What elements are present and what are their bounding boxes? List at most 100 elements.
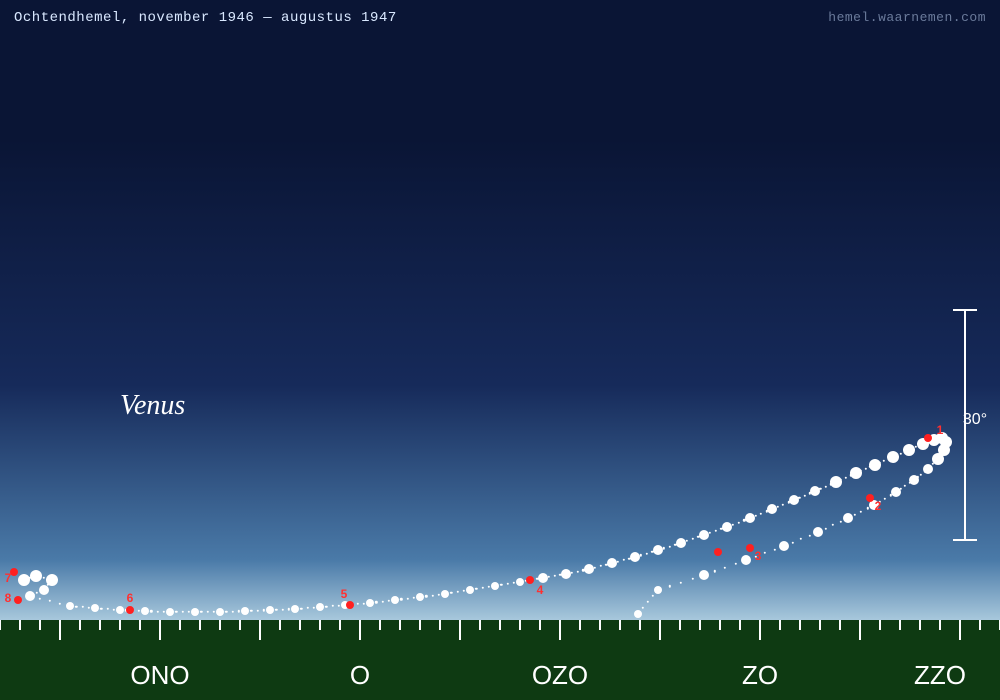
compass-tick-major [359,620,361,640]
track-point [699,530,709,540]
compass-tick-minor [139,620,141,630]
compass-tick-major [859,620,861,640]
month-marker-dot [346,601,354,609]
compass-tick-minor [239,620,241,630]
compass-tick-minor [319,620,321,630]
compass-tick-minor [939,620,941,630]
month-marker-label: 2 [875,499,882,513]
month-marker-dot [714,548,722,556]
compass-tick-major [259,620,261,640]
track-point [391,596,399,604]
compass-tick-minor [599,620,601,630]
compass-tick-minor [619,620,621,630]
track-point [810,486,820,496]
compass-tick-major [659,620,661,640]
month-marker-label: 1 [937,423,944,437]
track-point [241,607,249,615]
compass-tick-minor [179,620,181,630]
compass-tick-minor [919,620,921,630]
track-point [741,555,751,565]
compass-tick-minor [119,620,121,630]
compass-tick-minor [399,620,401,630]
track-point [366,599,374,607]
track-point [584,564,594,574]
compass-direction: O [350,660,370,691]
track-point [191,608,199,616]
planet-label-venus: Venus [120,390,185,422]
compass-tick-minor [899,620,901,630]
track-point [830,476,842,488]
compass-direction: OZO [532,660,588,691]
track-point [166,608,174,616]
track-point [745,513,755,523]
compass-tick-minor [679,620,681,630]
compass-tick-minor [99,620,101,630]
track-point [46,574,58,586]
compass-tick-minor [0,620,1,630]
compass-tick-minor [299,620,301,630]
compass-tick-major [159,620,161,640]
compass-tick-minor [719,620,721,630]
compass-tick-minor [819,620,821,630]
month-marker-dot [14,596,22,604]
compass-direction: ZZO [914,660,966,691]
track-point [91,604,99,612]
month-marker-label: 3 [755,549,762,563]
compass-tick-minor [439,620,441,630]
track-point [516,578,524,586]
sky-background [0,0,1000,700]
track-point [654,586,662,594]
track-point [843,513,853,523]
track-point [416,593,424,601]
compass-tick-minor [279,620,281,630]
compass-tick-minor [639,620,641,630]
track-point [266,606,274,614]
track-point [850,467,862,479]
compass-tick-minor [219,620,221,630]
compass-tick-major [759,620,761,640]
compass-direction: ZO [742,660,778,691]
scale-label: 30° [963,411,987,429]
track-point [18,574,30,586]
month-marker-label: 5 [341,587,348,601]
track-point [216,608,224,616]
track-point [630,552,640,562]
compass-tick-minor [419,620,421,630]
month-marker-label: 4 [537,583,544,597]
compass-tick-minor [839,620,841,630]
track-point [141,607,149,615]
track-point [676,538,686,548]
track-point [767,504,777,514]
month-marker-label: 8 [5,591,12,605]
track-point [30,570,42,582]
compass-tick-minor [339,620,341,630]
track-point [466,586,474,594]
track-point [789,495,799,505]
compass-tick-minor [19,620,21,630]
track-point [869,459,881,471]
compass-tick-minor [879,620,881,630]
compass-tick-minor [799,620,801,630]
track-point [607,558,617,568]
month-marker-label: 6 [127,591,134,605]
track-point [66,602,74,610]
compass-tick-minor [79,620,81,630]
track-point [316,603,324,611]
month-marker-dot [746,544,754,552]
compass-tick-minor [539,620,541,630]
compass-tick-minor [379,620,381,630]
track-point [932,453,944,465]
chart-title: Ochtendhemel, november 1946 — augustus 1… [14,10,397,26]
track-point [653,545,663,555]
compass-tick-minor [579,620,581,630]
month-marker-label: 7 [5,571,12,585]
track-point [887,451,899,463]
scale-cap [953,309,977,311]
track-point [909,475,919,485]
compass-tick-major [559,620,561,640]
track-point [291,605,299,613]
track-point [779,541,789,551]
compass-tick-minor [739,620,741,630]
track-point [903,444,915,456]
track-point [538,573,548,583]
